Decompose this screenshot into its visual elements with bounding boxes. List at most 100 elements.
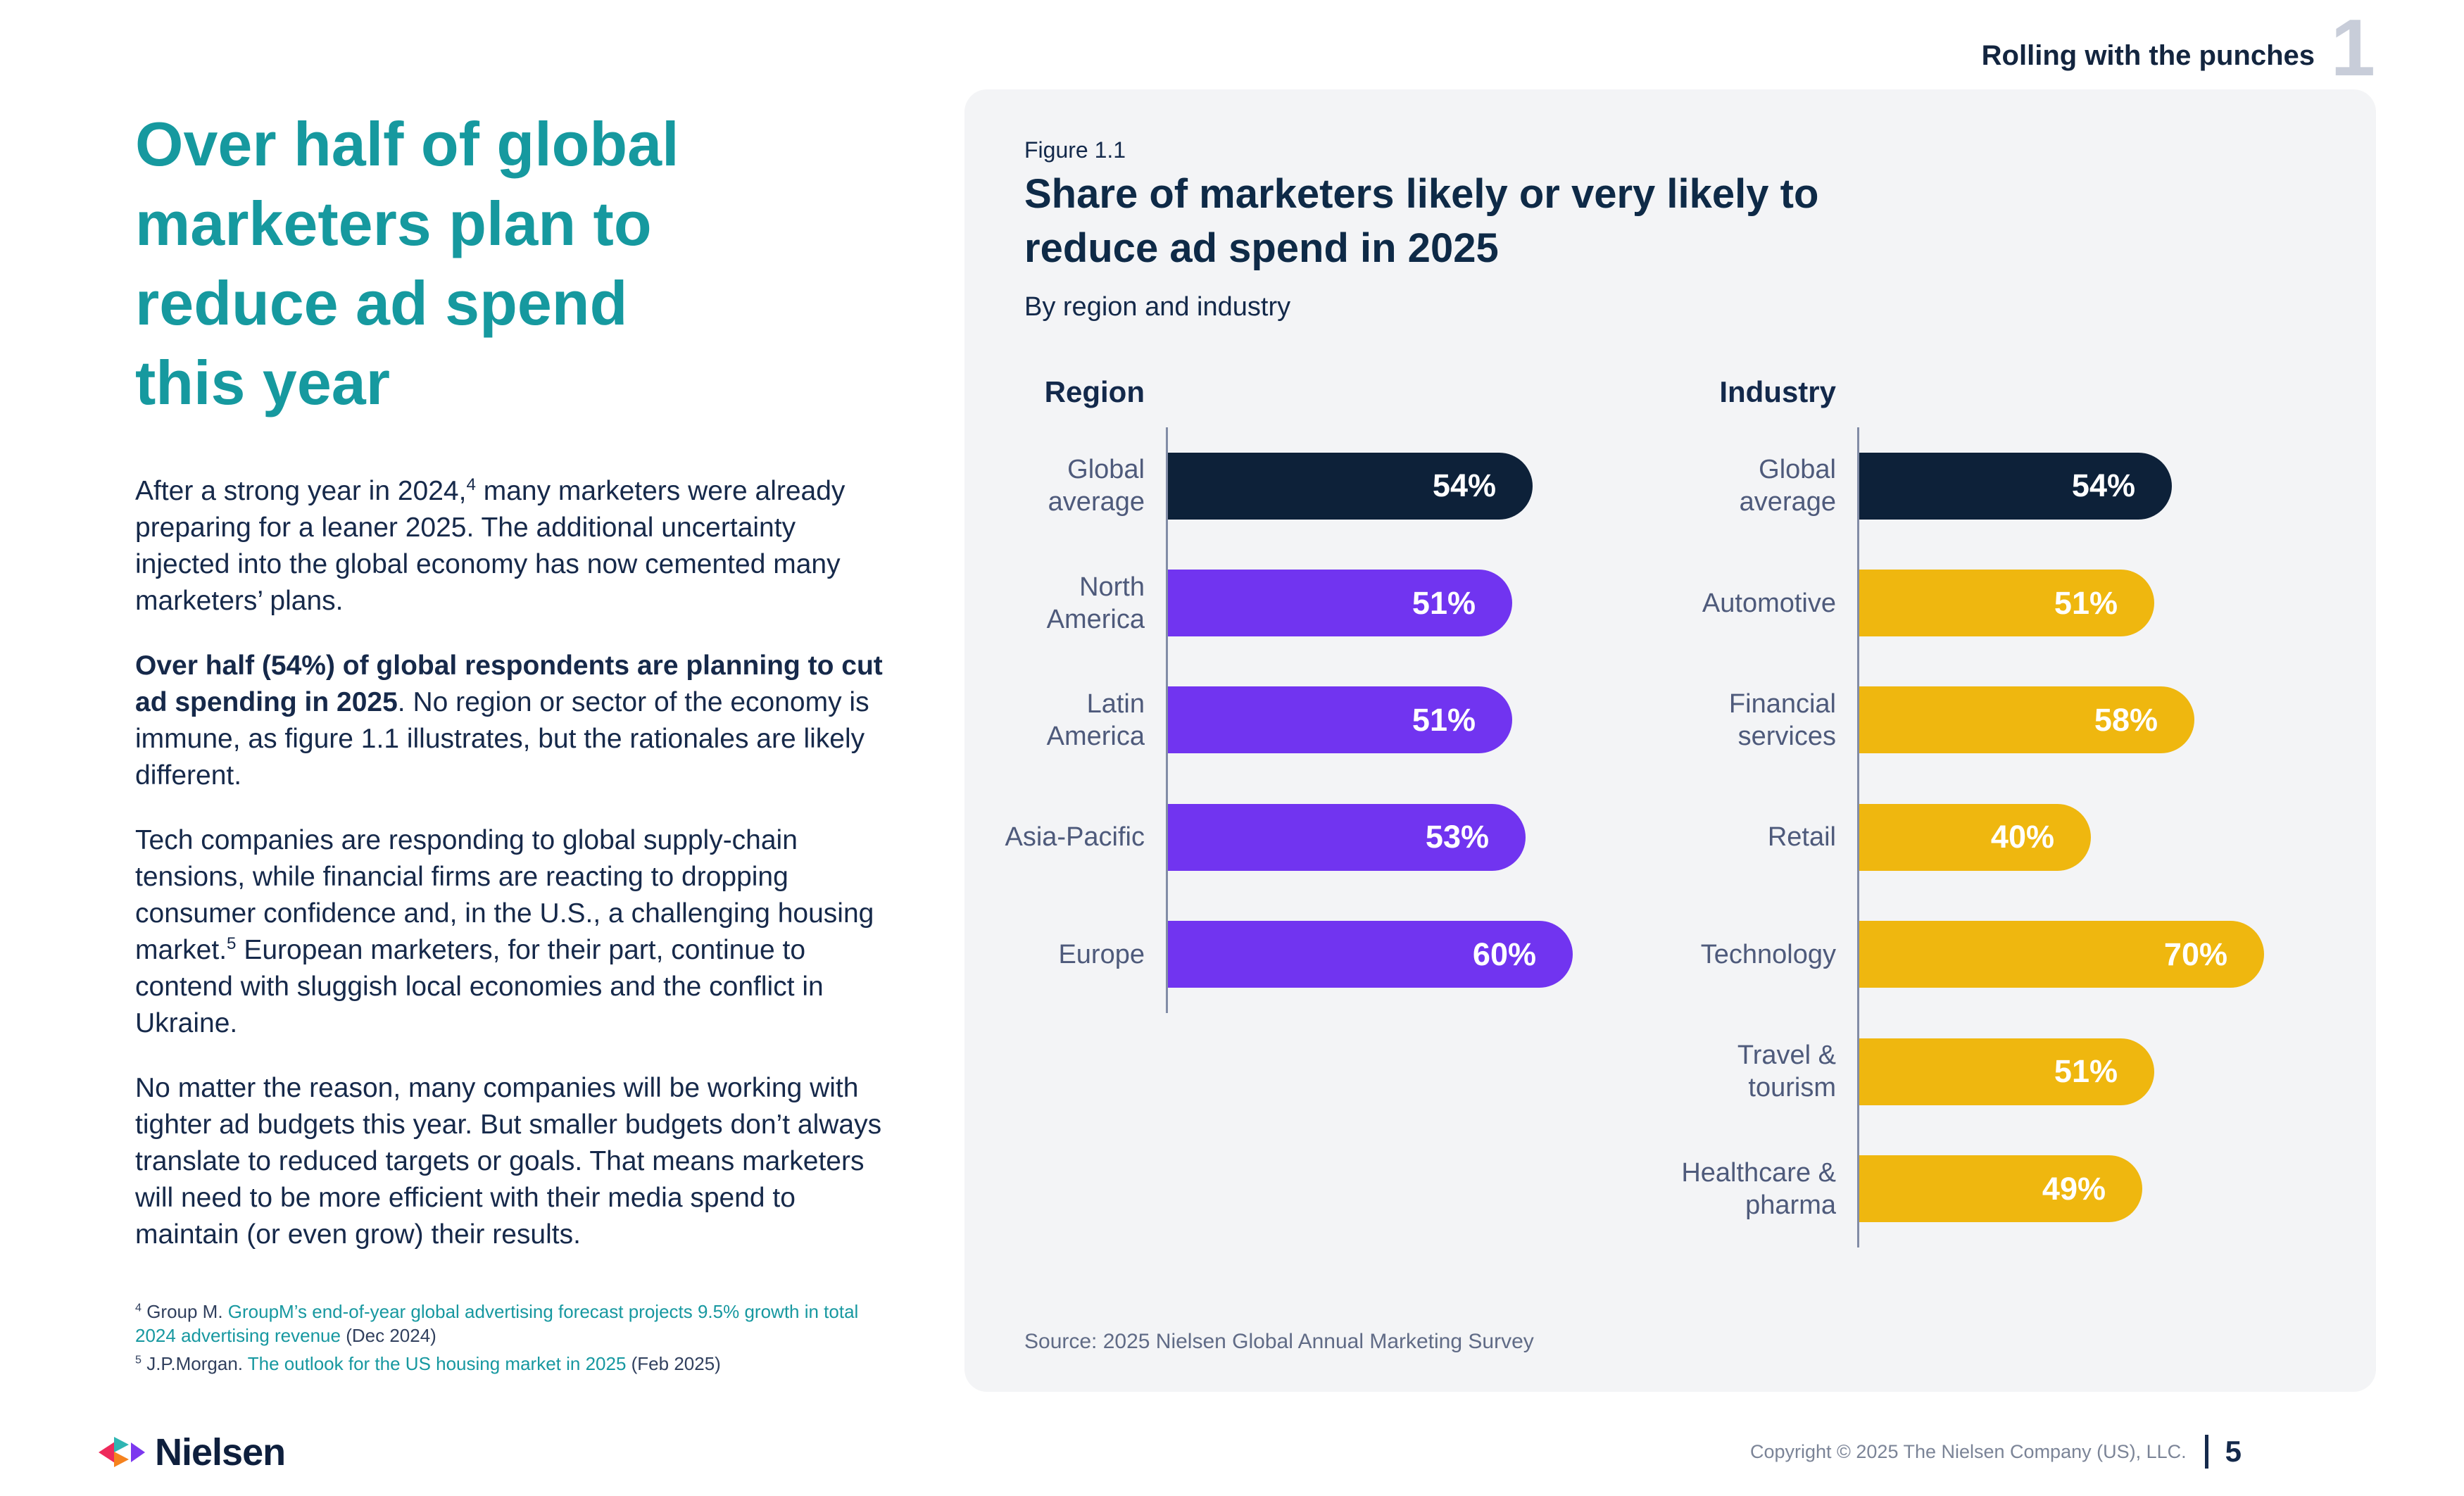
- bar-track: 54%: [1857, 427, 2367, 545]
- copyright-text: Copyright © 2025 The Nielsen Company (US…: [1749, 1440, 2187, 1462]
- bar-value-label: 60%: [1472, 936, 1536, 972]
- chart-row: Asia-Pacific 53%: [964, 779, 1654, 896]
- chart-row: Financial services 58%: [1656, 661, 2367, 779]
- page-title-line: Over half of global: [135, 109, 679, 179]
- chart-row: Latin America 51%: [964, 661, 1654, 779]
- page-number: 5: [2225, 1435, 2242, 1468]
- bar: 54%: [1859, 452, 2172, 520]
- text-segment: (Dec 2024): [340, 1325, 436, 1346]
- logo-triangle-purple-icon: [131, 1442, 145, 1462]
- region-chart-header: Region: [1044, 375, 1145, 408]
- bar-track: 51%: [1166, 544, 1654, 662]
- page-number-divider: [2204, 1435, 2208, 1469]
- chapter-number: 1: [2330, 4, 2375, 93]
- logo-triangle-orange-icon: [114, 1452, 129, 1467]
- chart-row: Global average 54%: [964, 427, 1654, 545]
- text-segment: Group M.: [141, 1301, 228, 1322]
- bar-track: 70%: [1857, 895, 2367, 1013]
- text-segment: No matter the reason, many companies wil…: [135, 1073, 882, 1250]
- text-segment: After a strong year in 2024,: [135, 476, 467, 506]
- page-title: Over half of global marketers plan to redu…: [135, 104, 679, 422]
- figure-subtitle: By region and industry: [1024, 292, 1291, 322]
- logo-triangle-teal-icon: [114, 1437, 129, 1452]
- text-segment: . No region or sector of the economy is …: [135, 687, 869, 791]
- category-label: North America: [1046, 572, 1145, 634]
- bar-value-label: 51%: [1412, 701, 1476, 738]
- chart-row: Healthcare & pharma 49%: [1656, 1130, 2367, 1247]
- bar-value-label: 54%: [2071, 467, 2135, 504]
- category-label: Europe: [1058, 939, 1145, 969]
- nielsen-logo: Nielsen: [99, 1431, 286, 1474]
- bar-track: 40%: [1857, 779, 2367, 896]
- logo-triangle-pink-icon: [99, 1442, 115, 1463]
- region-chart: Region Global average 54% North America 51%…: [964, 375, 1654, 1013]
- body-paragraph: No matter the reason, many companies wil…: [135, 1070, 892, 1253]
- chart-row: Europe 60%: [964, 895, 1654, 1013]
- bar-track: 49%: [1857, 1130, 2367, 1247]
- page-title-line: marketers plan to: [135, 189, 652, 258]
- bar: 51%: [1859, 570, 2154, 637]
- bar-value-label: 54%: [1432, 467, 1496, 504]
- bar-track: 51%: [1857, 544, 2367, 662]
- nielsen-logo-text: Nielsen: [155, 1431, 286, 1473]
- bar: 60%: [1168, 921, 1573, 988]
- text-segment: (Feb 2025): [626, 1353, 721, 1374]
- industry-chart-header: Industry: [1719, 375, 1836, 408]
- chart-row: Automotive 51%: [1656, 544, 2367, 662]
- bar-value-label: 51%: [2054, 584, 2118, 621]
- bar: 51%: [1168, 686, 1512, 754]
- figure-label: Figure 1.1: [1024, 137, 1126, 163]
- page-title-line: this year: [135, 348, 390, 417]
- bar-track: 51%: [1857, 1012, 2367, 1131]
- bar-track: 58%: [1857, 661, 2367, 779]
- industry-chart: Industry Global average 54% Automotive 51% F…: [1656, 375, 2367, 1247]
- bar-value-label: 49%: [2042, 1170, 2106, 1207]
- figure-source: Source: 2025 Nielsen Global Annual Marke…: [1024, 1330, 1534, 1353]
- bar-track: 51%: [1166, 661, 1654, 779]
- nielsen-logo-icon: [99, 1437, 145, 1468]
- category-label: Travel & tourism: [1737, 1041, 1836, 1103]
- figure-title-line: Share of marketers likely or very likely…: [1024, 171, 1819, 217]
- chart-row: Retail 40%: [1656, 779, 2367, 896]
- bar: 51%: [1859, 1038, 2154, 1105]
- footer-meta: Copyright © 2025 The Nielsen Company (US…: [1750, 1435, 2242, 1469]
- bar: 51%: [1168, 570, 1512, 637]
- footnotes: 4 Group M. GroupM’s end-of-year global a…: [135, 1300, 903, 1380]
- footnote-link[interactable]: The outlook for the US housing market in…: [247, 1353, 627, 1374]
- superscript-marker: 5: [227, 934, 237, 953]
- bar-value-label: 51%: [1412, 584, 1476, 621]
- figure-title: Share of marketers likely or very likely…: [1024, 167, 1818, 275]
- chapter-header: Rolling with the punches: [1981, 40, 2315, 71]
- footnote-link[interactable]: GroupM’s end-of-year global advertising …: [135, 1301, 859, 1346]
- superscript-marker: 4: [466, 475, 476, 494]
- text-segment: Tech companies are responding to global …: [135, 825, 874, 965]
- category-label: Healthcare & pharma: [1681, 1157, 1836, 1220]
- chart-row: North America 51%: [964, 544, 1654, 662]
- superscript-marker: 5: [135, 1353, 142, 1366]
- article-body: After a strong year in 2024,4 many marke…: [135, 473, 892, 1281]
- superscript-marker: 4: [135, 1301, 142, 1314]
- chart-row: Technology 70%: [1656, 895, 2367, 1013]
- text-segment: J.P.Morgan.: [141, 1353, 248, 1374]
- bar-value-label: 70%: [2163, 936, 2227, 972]
- category-label: Asia-Pacific: [1005, 822, 1145, 853]
- bar-value-label: 53%: [1425, 819, 1489, 855]
- bar-value-label: 58%: [2094, 701, 2158, 738]
- text-segment: Over half (54%) of global respondents ar…: [135, 650, 883, 717]
- category-label: Technology: [1700, 939, 1836, 969]
- figure-title-line: reduce ad spend in 2025: [1024, 225, 1499, 271]
- bar-track: 54%: [1166, 427, 1654, 545]
- footnote: 4 Group M. GroupM’s end-of-year global a…: [135, 1300, 903, 1347]
- figure-card: Figure 1.1 Share of marketers likely or …: [964, 89, 2376, 1392]
- bar-track: 60%: [1166, 895, 1654, 1013]
- bar: 54%: [1168, 452, 1533, 520]
- body-paragraph: Tech companies are responding to global …: [135, 822, 892, 1042]
- text-segment: many marketers were already preparing fo…: [135, 476, 846, 616]
- bar: 49%: [1859, 1155, 2142, 1223]
- industry-chart-rows: Global average 54% Automotive 51% Financial …: [1656, 427, 2367, 1247]
- bar: 40%: [1859, 803, 2091, 871]
- category-label: Retail: [1767, 822, 1836, 853]
- bar-value-label: 40%: [1990, 819, 2054, 855]
- bar: 70%: [1859, 921, 2264, 988]
- text-segment: European marketers, for their part, cont…: [135, 935, 824, 1038]
